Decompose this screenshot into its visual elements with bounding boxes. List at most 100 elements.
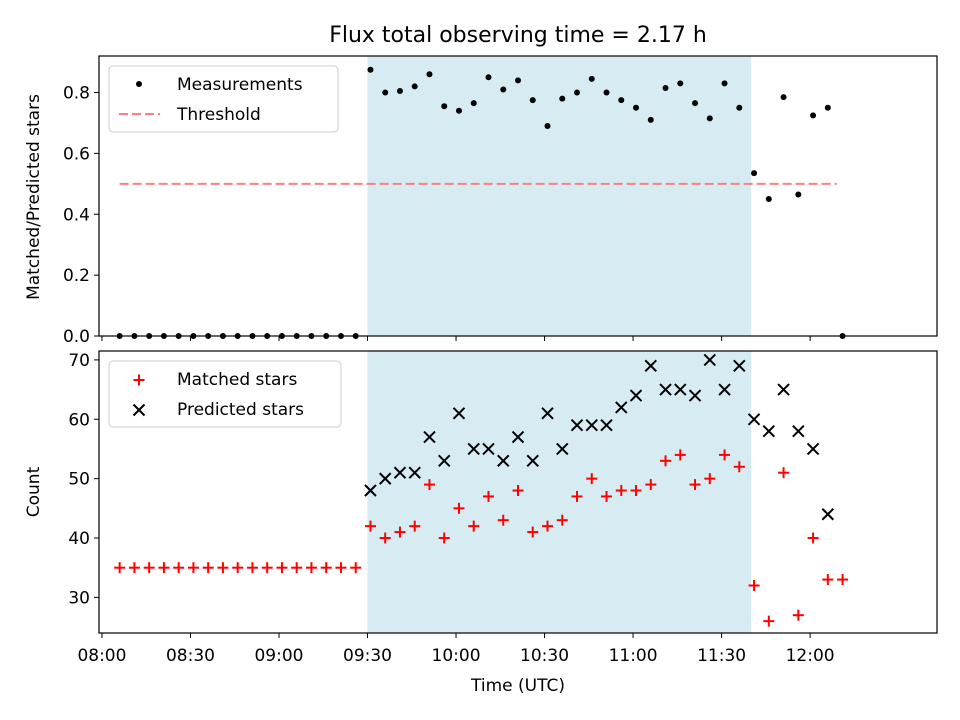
top-y-tick-label: 0.2 xyxy=(63,266,90,286)
measurement-point xyxy=(633,104,640,111)
matched-point xyxy=(202,562,214,574)
matched-point xyxy=(335,562,347,574)
measurement-point xyxy=(529,97,536,104)
bottom-y-tick-label: 30 xyxy=(68,588,90,608)
measurement-point xyxy=(455,107,462,114)
matched-point xyxy=(615,485,627,497)
matched-point xyxy=(822,574,834,586)
matched-point xyxy=(187,562,199,574)
predicted-point xyxy=(364,484,377,497)
legend-matched-marker xyxy=(133,374,145,386)
matched-point xyxy=(379,532,391,544)
matched-point xyxy=(527,526,539,538)
x-tick-label: 11:00 xyxy=(609,646,658,666)
measurement-point xyxy=(751,170,758,177)
measurement-point xyxy=(396,88,403,94)
matched-point xyxy=(232,562,244,574)
measurement-point xyxy=(559,95,566,102)
predicted-point xyxy=(777,383,790,396)
measurement-point xyxy=(485,74,492,81)
matched-point xyxy=(261,562,273,574)
predicted-point xyxy=(806,442,820,456)
matched-point xyxy=(438,532,450,544)
bottom-panel: 30 40 50 60 70 08:00 08:30 09:00 09:30 10:00 10:3… xyxy=(24,350,938,696)
matched-point xyxy=(497,514,509,526)
predicted-point xyxy=(792,424,805,438)
matched-point xyxy=(158,562,170,574)
measurement-point xyxy=(588,75,595,82)
predicted-point xyxy=(821,508,835,521)
matched-point xyxy=(719,449,731,461)
measurement-point xyxy=(574,89,581,96)
x-tick-label: 08:00 xyxy=(77,646,126,666)
measurement-point xyxy=(618,97,625,104)
matched-point xyxy=(291,562,303,574)
matched-point xyxy=(217,562,229,574)
measurement-point xyxy=(810,112,817,119)
measurement-point xyxy=(470,100,477,107)
bottom-legend-box xyxy=(108,360,342,428)
top-panel: 0.00.20.40.60.8 Matched/Predicted stars … xyxy=(24,55,938,347)
predicted-point xyxy=(541,407,554,420)
measurement-point xyxy=(795,191,802,198)
measurement-point xyxy=(692,100,699,107)
predicted-point xyxy=(747,413,761,426)
predicted-point xyxy=(718,383,731,396)
matched-point xyxy=(571,490,583,502)
measurement-point xyxy=(706,115,713,122)
matched-point xyxy=(394,526,406,538)
x-tick-label: 12:00 xyxy=(786,646,835,666)
predicted-point xyxy=(585,419,598,432)
x-tick-label: 09:30 xyxy=(343,646,392,666)
matched-point xyxy=(453,502,465,514)
predicted-point xyxy=(511,430,525,444)
predicted-point xyxy=(570,419,584,432)
matched-point xyxy=(128,562,140,574)
legend-matched-label: Matched stars xyxy=(177,370,297,390)
matched-point xyxy=(423,479,435,491)
predicted-point xyxy=(600,419,613,432)
matched-point xyxy=(276,562,288,574)
matched-point xyxy=(305,562,317,574)
matched-point xyxy=(114,562,126,574)
legend-measurements-label: Measurements xyxy=(177,75,303,95)
matched-point xyxy=(630,485,642,497)
measurement-point xyxy=(824,104,831,111)
matched-point xyxy=(143,562,155,574)
measurement-point xyxy=(780,94,787,101)
measurement-point xyxy=(603,89,610,96)
bottom-y-tick-label: 70 xyxy=(68,351,90,371)
predicted-point xyxy=(393,466,407,479)
predicted-point xyxy=(644,359,657,373)
matched-point xyxy=(320,562,332,574)
matched-point xyxy=(512,485,524,497)
matched-point xyxy=(689,479,701,491)
bottom-legend: Matched stars Predicted stars xyxy=(108,360,342,428)
measurement-point xyxy=(500,86,507,93)
legend-threshold-label: Threshold xyxy=(176,105,261,125)
matched-point xyxy=(586,473,598,485)
predicted-point xyxy=(688,389,702,402)
predicted-point xyxy=(497,454,510,468)
matched-point xyxy=(792,609,804,621)
top-y-tick-label: 0.6 xyxy=(63,144,90,164)
measurement-point xyxy=(382,89,389,96)
measurement-point xyxy=(736,104,743,111)
predicted-point xyxy=(526,454,539,468)
top-y-tick-label: 0.0 xyxy=(63,327,90,347)
figure-title: Flux total observing time = 2.17 h xyxy=(329,23,707,48)
measurement-point xyxy=(426,71,433,78)
matched-point xyxy=(748,580,760,592)
predicted-point xyxy=(482,442,495,456)
predicted-point xyxy=(556,442,569,456)
predicted-point xyxy=(423,430,436,444)
matched-point xyxy=(763,615,775,627)
measurement-point xyxy=(544,123,551,129)
matched-point xyxy=(364,520,376,532)
measurement-point xyxy=(721,80,728,87)
top-shaded-interval xyxy=(367,56,752,336)
predicted-point xyxy=(379,472,392,485)
matched-point xyxy=(350,562,362,574)
predicted-point xyxy=(674,383,687,396)
